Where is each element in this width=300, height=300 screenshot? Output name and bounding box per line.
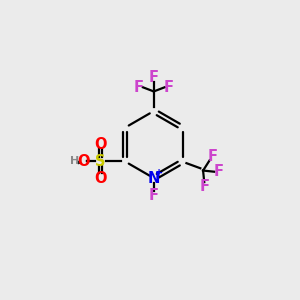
Text: O: O	[77, 154, 89, 169]
Text: F: F	[149, 70, 159, 85]
Text: +: +	[155, 168, 164, 178]
Text: S: S	[95, 154, 106, 169]
Text: H: H	[70, 156, 80, 166]
Text: O: O	[94, 137, 107, 152]
Text: F: F	[208, 149, 218, 164]
Text: F: F	[149, 188, 159, 203]
Text: F: F	[134, 80, 144, 95]
Text: N: N	[148, 171, 160, 186]
Text: O: O	[94, 171, 107, 186]
Text: F: F	[199, 179, 209, 194]
Text: F: F	[214, 164, 224, 179]
Text: F: F	[164, 80, 174, 95]
